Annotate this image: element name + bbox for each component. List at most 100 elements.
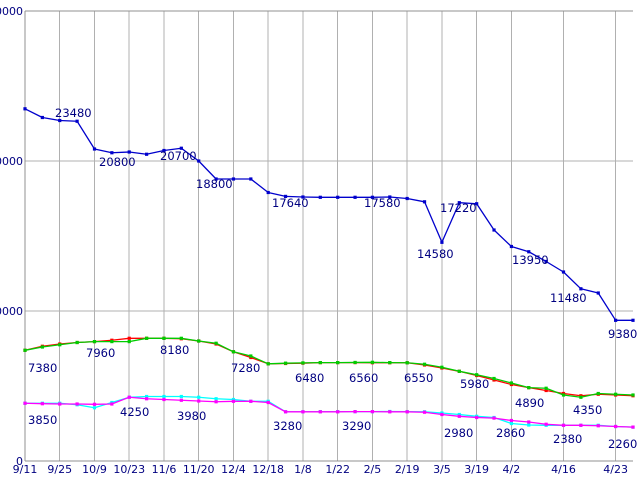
series-green-marker [75,340,79,345]
series-blue-marker [596,291,600,295]
data-point-label: 14580 [417,247,454,261]
x-tick-label: 9/11 [13,463,38,476]
series-cyan-marker [145,394,149,399]
data-point-label: 7280 [231,361,260,375]
series-green-marker [596,391,600,396]
data-point-label: 6550 [404,371,433,385]
series-magenta-marker [475,415,479,420]
data-point-labels: 23480 20800 20700 18800 17640 17580 17220 14580… [28,106,637,451]
series-blue [23,107,635,322]
x-tick-label: 11/20 [183,463,215,476]
series-blue-marker [266,190,270,195]
series-magenta-marker [353,410,357,414]
series-green-marker [110,340,114,344]
series-blue-marker [631,318,635,322]
data-point-label: 7960 [86,346,115,360]
series-green-marker [422,362,427,366]
series-green-marker [336,361,340,365]
series-magenta-marker [336,410,340,414]
data-point-label: 6560 [349,371,378,385]
data-point-label: 6480 [295,371,324,385]
series-blue-line [24,108,633,321]
series-blue-marker [249,177,253,181]
data-point-label: 11480 [550,291,587,305]
data-point-label: 17580 [364,196,401,210]
series-magenta-marker [179,398,183,402]
series-magenta-marker [544,422,548,426]
series-magenta-marker [145,397,149,401]
x-tick-label: 12/4 [221,463,246,476]
series-blue-marker [544,259,548,264]
series-blue-marker [40,115,44,120]
series-blue-marker [301,195,305,199]
series-magenta-marker [527,420,531,424]
data-point-label: 8180 [160,343,189,357]
series-blue-marker [92,147,97,151]
series-cyan-marker [179,394,183,399]
series-green-line [24,337,634,398]
series-green-marker [162,336,166,340]
series-magenta-marker [561,423,566,427]
data-point-label: 2860 [496,426,525,440]
data-point-label: 20700 [160,149,197,163]
series-blue-marker [162,148,166,153]
series-cyan-marker [457,412,461,417]
series-layer [23,107,635,429]
series-magenta-marker [631,425,635,429]
series-red-marker [127,336,131,340]
y-tick-label: 0 [16,455,23,468]
series-blue-marker [145,152,149,156]
series-cyan-marker [92,406,97,410]
data-point-label: 4890 [515,396,544,410]
data-point-label: 5980 [460,377,489,391]
series-green-marker [301,361,305,365]
series-green-marker [614,392,618,396]
x-tick-label: 2/5 [364,463,382,476]
data-point-label: 4350 [573,403,602,417]
series-cyan-marker [527,423,531,427]
series-magenta-marker [75,402,79,406]
x-tick-label: 1/8 [294,463,312,476]
x-tick-label: 3/5 [433,463,451,476]
series-cyan-marker [231,397,236,402]
series-green-marker [58,343,62,347]
series-blue-marker [353,195,357,199]
x-tick-label: 3/19 [464,463,489,476]
data-point-label: 13950 [512,253,549,267]
series-green-marker [492,376,496,381]
series-blue-marker [388,195,392,199]
data-point-label: 3290 [342,419,371,433]
series-magenta-marker [23,401,27,405]
data-point-label: 17640 [272,196,309,210]
series-cyan-marker [509,421,513,426]
series-green-marker [214,341,218,345]
series-green-marker [318,361,322,365]
series-magenta-marker [457,414,461,418]
series-green-marker [561,393,566,397]
series-magenta-marker [579,423,583,427]
series-magenta [23,395,635,429]
x-tick-label: 4/2 [503,463,521,476]
series-blue-marker [405,196,409,201]
series-blue-marker [336,195,340,199]
series-blue-marker [579,287,583,291]
series-magenta-marker [58,402,62,406]
series-green-marker [231,350,236,354]
series-green-marker [631,393,635,397]
series-magenta-marker [231,399,236,403]
series-blue-marker [422,200,427,204]
series-blue-marker [561,270,566,274]
series-green-marker [527,386,531,390]
x-tick-label: 4/16 [551,463,576,476]
series-magenta-marker [266,400,270,405]
series-blue-marker [509,244,513,249]
series-blue-marker [127,150,131,154]
series-blue-marker [110,151,114,155]
series-green [23,336,635,399]
series-green-marker [127,340,131,344]
x-tick-label: 1/22 [325,463,350,476]
series-blue-marker [440,240,444,244]
series-green-marker [283,361,288,365]
